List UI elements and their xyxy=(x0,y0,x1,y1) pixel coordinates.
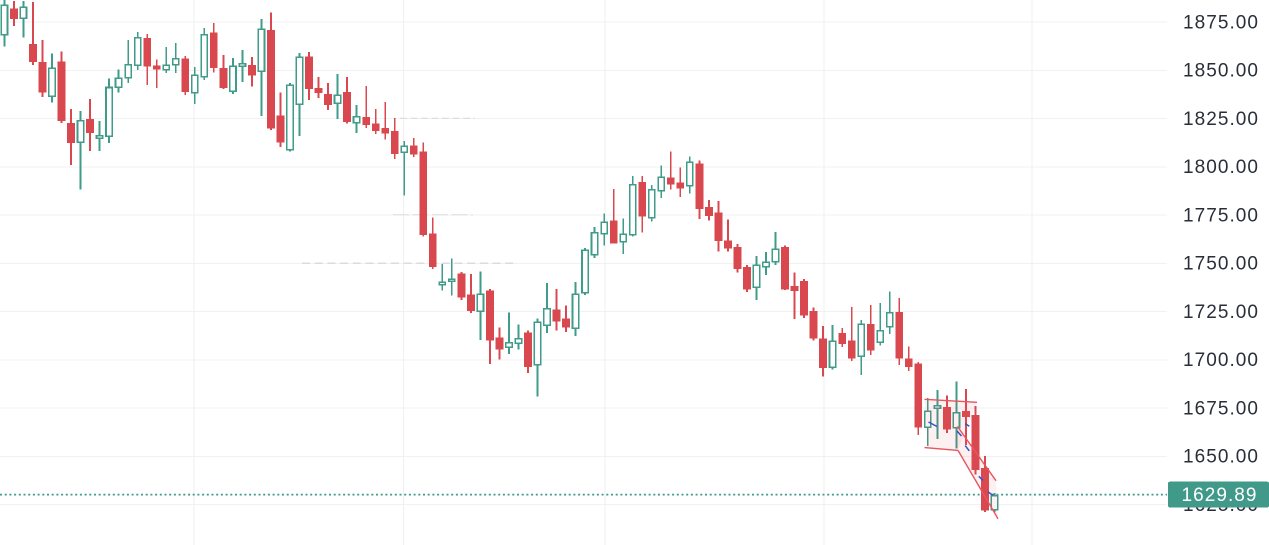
svg-text:1750.00: 1750.00 xyxy=(1183,254,1259,275)
svg-text:1800.00: 1800.00 xyxy=(1183,157,1259,178)
svg-text:1850.00: 1850.00 xyxy=(1183,61,1259,82)
svg-text:1675.00: 1675.00 xyxy=(1183,398,1259,419)
svg-text:1650.00: 1650.00 xyxy=(1183,447,1259,468)
svg-text:1825.00: 1825.00 xyxy=(1183,109,1259,130)
svg-text:1629.89: 1629.89 xyxy=(1182,485,1258,506)
svg-text:1875.00: 1875.00 xyxy=(1183,12,1259,33)
svg-text:1775.00: 1775.00 xyxy=(1183,205,1259,226)
svg-text:1725.00: 1725.00 xyxy=(1183,302,1259,323)
svg-text:1700.00: 1700.00 xyxy=(1183,350,1259,371)
